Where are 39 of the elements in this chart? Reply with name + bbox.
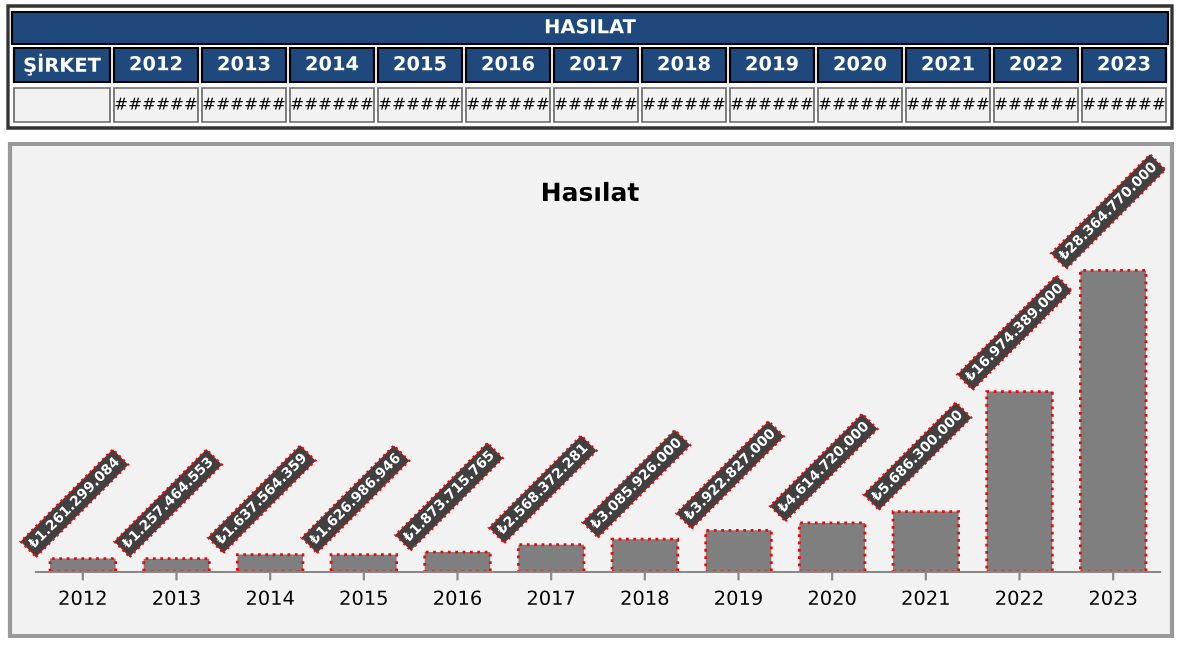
chart-title: Hasılat [542, 181, 639, 202]
text: ###### [291, 97, 373, 110]
category-label: 2016 [482, 55, 535, 71]
x-tick-label: 2014 [246, 590, 294, 606]
text: ###### [1083, 97, 1165, 110]
text: ###### [819, 97, 901, 110]
text: HASILAT [545, 18, 636, 34]
text: ŞİRKET [24, 53, 101, 76]
category-label: 2020 [834, 55, 887, 71]
x-tick-label: 2015 [340, 590, 387, 606]
category-label: 2018 [658, 55, 710, 71]
x-tick-label: 2016 [434, 590, 482, 606]
x-tick-label: 2012 [59, 590, 106, 606]
category-label: 2022 [1010, 55, 1062, 71]
text: ###### [379, 97, 461, 110]
category-label: 2014 [306, 55, 359, 71]
text: ###### [995, 97, 1077, 110]
x-tick-label: 2013 [153, 590, 200, 606]
category-label: 2023 [1098, 55, 1150, 71]
text: ###### [203, 97, 285, 110]
text: ###### [643, 97, 725, 110]
text: ###### [907, 97, 989, 110]
text: ###### [731, 97, 813, 110]
x-tick-label: 2021 [902, 590, 949, 606]
category-label: 2017 [570, 55, 622, 71]
x-tick-label: 2023 [1089, 590, 1137, 606]
x-tick-label: 2017 [527, 590, 575, 606]
category-label: 2021 [922, 55, 974, 71]
category-label: 2019 [746, 55, 798, 71]
category-label: 2012 [130, 55, 182, 71]
category-label: 2015 [394, 55, 446, 71]
x-tick-label: 2018 [621, 590, 669, 606]
x-tick-label: 2020 [808, 590, 856, 606]
text: ###### [115, 97, 197, 110]
x-tick-label: 2019 [715, 590, 762, 606]
category-label: 2013 [218, 55, 270, 71]
x-tick-label: 2022 [996, 590, 1043, 606]
text: ###### [467, 97, 549, 110]
text: ###### [555, 97, 637, 110]
